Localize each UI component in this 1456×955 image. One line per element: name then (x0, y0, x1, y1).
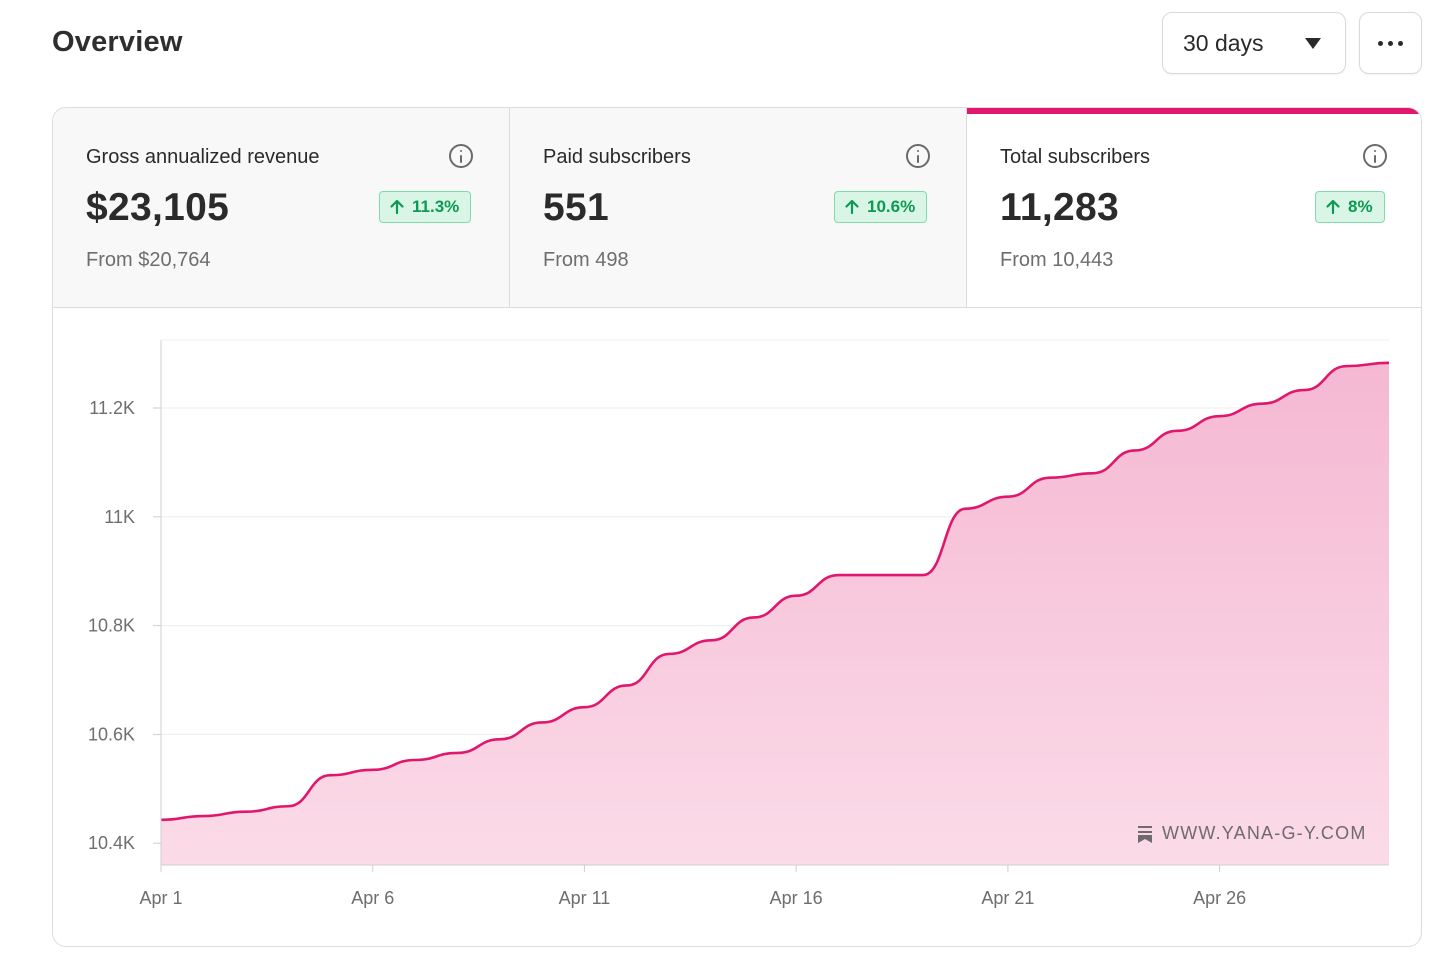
stat-label: Paid subscribers (543, 146, 691, 168)
x-tick-label: Apr 26 (1193, 888, 1246, 908)
subscribers-chart: 10.4K 10.6K 10.8K 11K 11.2K Apr 1 Apr 6 Apr 11 A… (53, 308, 1421, 946)
x-tick-label: Apr 1 (139, 888, 182, 908)
area-fill (161, 362, 1389, 865)
stat-label: Total subscribers (1000, 146, 1151, 168)
date-range-dropdown[interactable]: 30 days (1162, 12, 1346, 74)
y-tick-label: 11.2K (89, 398, 135, 418)
series-line (160, 361, 1390, 822)
stat-value: 11,283 (1000, 186, 1119, 229)
y-tick-label: 11K (104, 507, 135, 527)
overview-card: Gross annualized revenue $23,105 11.3% F… (52, 107, 1422, 947)
watermark-text: WWW.YANA-G-Y.COM (1162, 823, 1367, 843)
x-tick-label: Apr 16 (770, 888, 823, 908)
stat-label: Gross annualized revenue (86, 146, 320, 168)
stat-from: From 10,443 (1000, 249, 1114, 271)
bookmark-icon (1138, 825, 1152, 843)
stat-from: From 498 (543, 249, 629, 271)
stat-tab-paid-subscribers[interactable]: Paid subscribers 551 10.6% From 498 (510, 108, 967, 307)
change-badge: 11.3% (379, 191, 472, 223)
watermark: WWW.YANA-G-Y.COM (1138, 823, 1367, 844)
stat-tab-total-subscribers[interactable]: Total subscribers 11,283 8% From 10,443 (967, 108, 1421, 307)
stat-from: From $20,764 (86, 249, 211, 271)
stat-value: $23,105 (86, 186, 230, 229)
area-chart: 10.4K 10.6K 10.8K 11K 11.2K Apr 1 Apr 6 Apr 11 A… (88, 339, 1390, 908)
stats-row: Gross annualized revenue $23,105 11.3% F… (53, 108, 1421, 308)
y-tick-label: 10.8K (88, 616, 135, 636)
stat-tab-gross-annualized-revenue[interactable]: Gross annualized revenue $23,105 11.3% F… (53, 108, 510, 307)
arrow-up-icon (1326, 199, 1340, 215)
arrow-up-icon (390, 199, 404, 215)
y-tick-label: 10.4K (88, 833, 135, 853)
date-range-label: 30 days (1183, 29, 1264, 56)
more-options-button[interactable] (1359, 12, 1422, 74)
change-value: 8% (1348, 197, 1373, 216)
overview-header: Overview 30 days (52, 12, 1422, 76)
stat-value: 551 (543, 186, 609, 229)
change-badge: 10.6% (834, 191, 928, 223)
x-tick-label: Apr 6 (351, 888, 394, 908)
change-badge: 8% (1315, 191, 1385, 223)
info-icon[interactable] (449, 144, 473, 168)
change-value: 10.6% (867, 197, 916, 216)
caret-down-icon (1305, 38, 1321, 49)
change-value: 11.3% (412, 197, 460, 216)
more-horizontal-icon (1378, 40, 1383, 46)
x-tick-label: Apr 11 (559, 888, 611, 908)
arrow-up-icon (845, 199, 859, 215)
info-icon[interactable] (906, 144, 930, 168)
y-tick-label: 10.6K (88, 724, 135, 744)
x-tick-label: Apr 21 (981, 888, 1034, 908)
page-title: Overview (52, 26, 183, 58)
info-icon[interactable] (1363, 144, 1387, 168)
